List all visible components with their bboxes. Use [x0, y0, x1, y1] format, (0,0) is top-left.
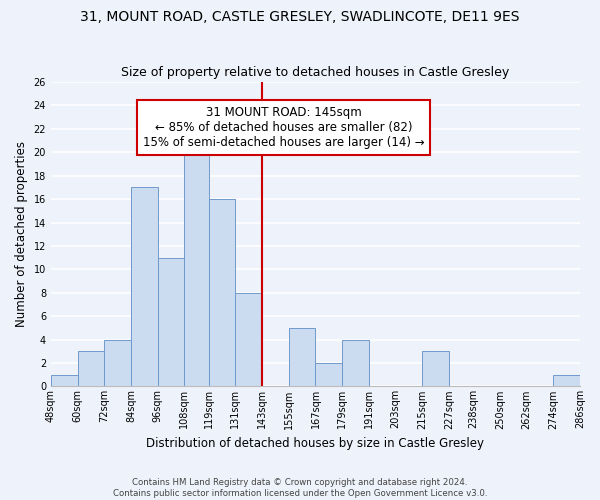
Title: Size of property relative to detached houses in Castle Gresley: Size of property relative to detached ho…: [121, 66, 509, 80]
Bar: [131, 188, 158, 386]
Text: 31, MOUNT ROAD, CASTLE GRESLEY, SWADLINCOTE, DE11 9ES: 31, MOUNT ROAD, CASTLE GRESLEY, SWADLINC…: [80, 10, 520, 24]
Text: Contains HM Land Registry data © Crown copyright and database right 2024.
Contai: Contains HM Land Registry data © Crown c…: [113, 478, 487, 498]
Bar: [184, 129, 209, 386]
Bar: [553, 374, 580, 386]
Bar: [342, 340, 369, 386]
Bar: [235, 292, 262, 386]
Text: 31 MOUNT ROAD: 145sqm
← 85% of detached houses are smaller (82)
15% of semi-deta: 31 MOUNT ROAD: 145sqm ← 85% of detached …: [143, 106, 425, 150]
Bar: [316, 363, 342, 386]
Bar: [422, 352, 449, 386]
Bar: [77, 352, 104, 386]
Bar: [289, 328, 316, 386]
Bar: [104, 340, 131, 386]
Bar: [209, 199, 235, 386]
Bar: [51, 374, 77, 386]
Bar: [158, 258, 184, 386]
Y-axis label: Number of detached properties: Number of detached properties: [15, 141, 28, 327]
X-axis label: Distribution of detached houses by size in Castle Gresley: Distribution of detached houses by size …: [146, 437, 484, 450]
